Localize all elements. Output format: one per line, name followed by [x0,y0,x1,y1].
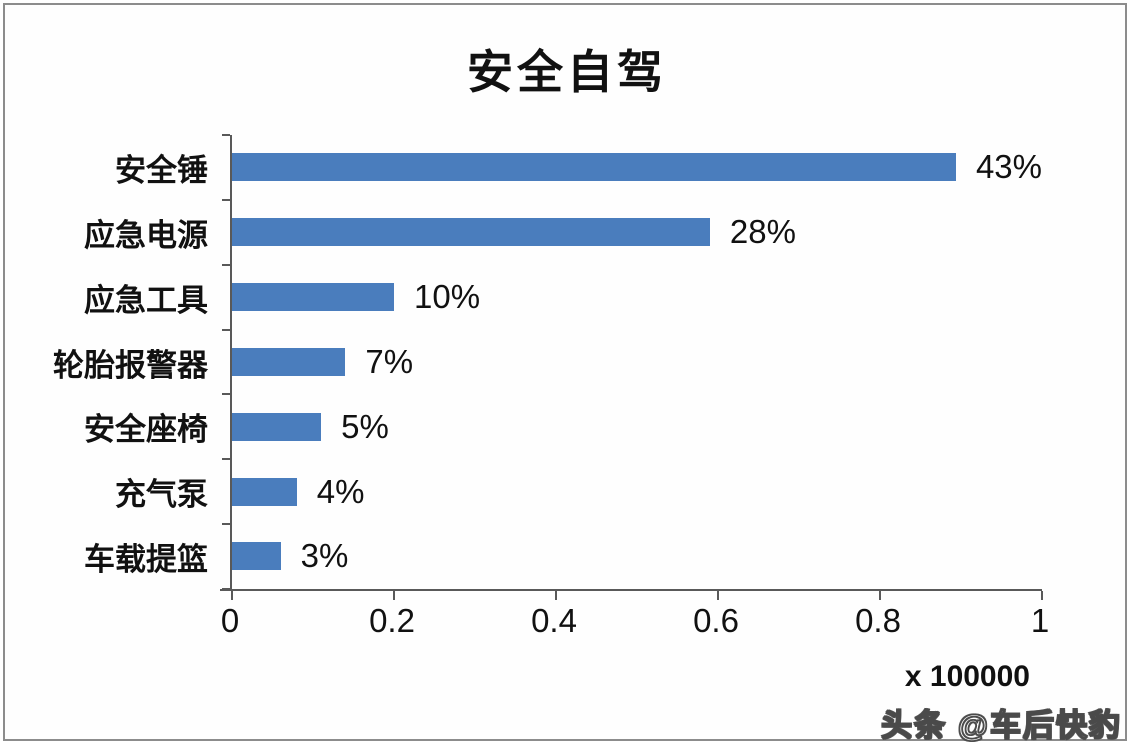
bar [232,153,956,182]
x-axis-tick [555,591,557,600]
y-axis-tick [222,523,230,526]
category-label: 安全座椅 [84,412,208,448]
x-axis-tick-labels: 0 0.2 0.4 0.6 0.8 1 [221,602,1049,646]
bar-data-label: 10% [414,278,481,316]
category-label: 充气泵 [115,477,208,513]
y-axis-tick [222,328,230,331]
x-axis-tick-label: 0.8 [855,602,901,639]
x-axis-tick-label: 1 [1030,602,1050,639]
x-axis-tick-label: 0 [220,602,240,639]
category-label: 安全锤 [115,152,208,188]
category-axis-labels: 安全锤应急电源应急工具轮胎报警器安全座椅充气泵车载提篮 [0,135,218,589]
category-label: 应急工具 [84,282,208,318]
bar-row: 3% [232,524,1042,589]
image-border-frame [3,3,1127,741]
bar [232,542,281,571]
y-axis-tick [222,134,230,136]
bar [232,412,322,441]
bar-data-label: 3% [300,537,349,575]
x-axis-tick [393,591,395,600]
bar-row: 4% [232,459,1042,524]
bar-data-label: 5% [341,407,389,445]
bar-row: 10% [232,265,1042,330]
bar [232,218,710,247]
x-axis-tick [717,591,719,600]
bar-data-label: 7% [365,342,414,380]
bar-row: 28% [232,200,1042,265]
x-axis-tick-label: 0.4 [531,602,577,639]
bar [232,477,297,506]
category-label: 轮胎报警器 [53,347,208,383]
bar [232,283,394,312]
chart-title: 安全自驾 [467,46,667,98]
watermark-text: 头条 @车后快豹 [880,707,1122,744]
y-axis-tick [222,393,230,396]
bar-data-label: 43% [975,148,1042,186]
plot-area: 43% 28% 10% 7% 5% 4% 3% [220,134,1043,600]
bar-data-label: 28% [729,213,796,251]
category-label: 应急电源 [84,217,208,253]
x-axis-tick-label: 0.2 [369,602,415,639]
y-axis-tick [222,458,230,461]
x-axis-left-extension [220,589,232,591]
x-axis-tick-label: 0.6 [693,602,739,639]
x-axis-tick [879,591,881,600]
bar-row: 43% [232,135,1042,200]
bar-data-label: 4% [316,472,365,510]
x-axis-tick [1041,591,1043,600]
bar-row: 5% [232,394,1042,459]
bar [232,347,346,376]
y-axis-tick [222,198,230,201]
category-label: 车载提篮 [84,542,208,578]
bar-row: 7% [232,330,1042,395]
x-axis-tick [231,591,233,600]
y-axis-tick [222,263,230,266]
y-axis-tick [222,588,230,590]
x-axis-multiplier-note: x 100000 [904,660,1030,693]
